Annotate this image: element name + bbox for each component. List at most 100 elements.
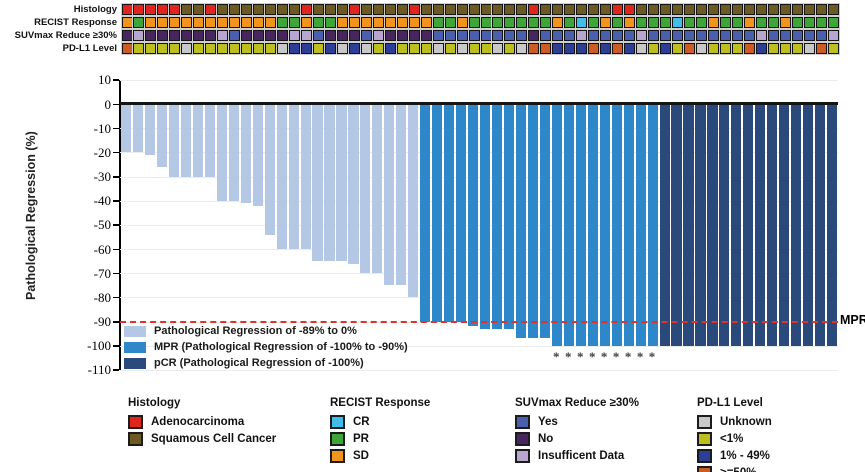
annotation-cell [623, 29, 637, 42]
annotation-cell [180, 16, 194, 29]
bar [515, 105, 527, 339]
bar [635, 105, 646, 346]
pdl1-ge50-swatch [697, 465, 712, 472]
asterisk: * [624, 348, 632, 364]
y-tick-label: -80 [93, 289, 111, 305]
legend-item: Yes [515, 413, 639, 430]
annotation-cell [479, 16, 493, 29]
annotation-cell [551, 29, 565, 42]
annotation-cell [599, 3, 613, 16]
annotation-cell [395, 29, 409, 42]
annotation-cell [790, 29, 804, 42]
y-tick-label: -10 [93, 120, 111, 136]
annotation-cell [575, 29, 589, 42]
bar [408, 105, 419, 298]
annotation-cell [778, 42, 792, 55]
bar [144, 105, 156, 155]
annotation-cell [790, 3, 804, 16]
annotation-cell [347, 29, 361, 42]
annotation-cell [132, 29, 146, 42]
annotation-cell [144, 16, 158, 29]
bar [587, 105, 598, 346]
annotation-cell [311, 29, 325, 42]
annotation-cell [682, 16, 696, 29]
annotation-cell [300, 16, 313, 29]
pdl1-lt1-swatch [697, 431, 712, 446]
annotation-cell [228, 16, 242, 29]
annotation-cell [503, 29, 517, 42]
track-label: PD-L1 Level [62, 43, 117, 54]
annotation-cell [168, 3, 182, 16]
annotation-cell [467, 3, 481, 16]
y-tick-mark [113, 176, 119, 178]
annotation-cell [503, 3, 517, 16]
annotation-cell [120, 3, 134, 16]
y-tick-label: -50 [93, 217, 111, 233]
chart-legend-label: Pathological Regression of -89% to 0% [154, 325, 357, 337]
annotation-cell [647, 16, 661, 29]
gridline [120, 152, 838, 154]
annotation-cell [659, 29, 672, 42]
annotation-cell [443, 3, 457, 16]
annotation-cell [802, 42, 816, 55]
pcr-swatch [124, 358, 146, 369]
annotation-cell [300, 3, 313, 16]
annotation-cell [754, 29, 768, 42]
bar [264, 105, 275, 235]
annotation-cell [826, 3, 840, 16]
y-tick-label: -90 [93, 314, 111, 329]
cr-swatch [330, 414, 345, 429]
annotation-cell [276, 16, 290, 29]
annotation-cell [563, 3, 577, 16]
annotation-cell [156, 42, 170, 55]
annotation-cell [204, 3, 218, 16]
track-label: RECIST Response [34, 17, 117, 28]
bar [611, 105, 622, 346]
annotation-cell [264, 42, 278, 55]
annotation-cell [204, 42, 218, 55]
mpr-swatch [124, 342, 146, 353]
bar [228, 105, 239, 201]
bar [731, 105, 742, 346]
legend-item-label: >=50% [720, 467, 756, 472]
annotation-cell [515, 16, 529, 29]
annotation-cell [551, 16, 565, 29]
legend-item: 1% - 49% [697, 447, 772, 464]
bar [336, 105, 347, 262]
annotation-cell [144, 29, 158, 42]
bar [791, 105, 802, 346]
annotation-cell [311, 3, 325, 16]
annotation-cell [120, 16, 134, 29]
bar [743, 105, 754, 346]
annotation-cell [814, 3, 828, 16]
annotation-cell [180, 3, 194, 16]
legend-title: SUVmax Reduce ≥30% [515, 397, 639, 409]
annotation-cell [383, 16, 397, 29]
suv-yes-swatch [515, 414, 530, 429]
annotation-cell [635, 29, 649, 42]
sd-swatch [330, 448, 345, 463]
annotation-cell [802, 29, 816, 42]
gridline [120, 128, 838, 130]
annotation-cell [706, 3, 720, 16]
annotation-cell [551, 42, 565, 55]
annotation-cell [491, 42, 505, 55]
annotation-cell [491, 3, 505, 16]
bar [527, 105, 539, 339]
suv-insufficient-swatch [515, 448, 530, 463]
y-tick-mark [113, 200, 119, 202]
chart-legend-label: MPR (Pathological Regression of -100% to… [154, 341, 408, 353]
annotation-cell [706, 16, 720, 29]
pdl1-unknown-swatch [697, 414, 712, 429]
annotation-cell [503, 42, 517, 55]
annotation-cell [347, 3, 361, 16]
y-tick-mark [113, 321, 119, 323]
annotation-cell [587, 3, 601, 16]
annotation-cell [347, 42, 361, 55]
annotation-cell [455, 29, 469, 42]
annotation-cell [814, 29, 828, 42]
annotation-cell [778, 29, 792, 42]
annotation-cell [742, 42, 756, 55]
annotation-cell [754, 16, 768, 29]
